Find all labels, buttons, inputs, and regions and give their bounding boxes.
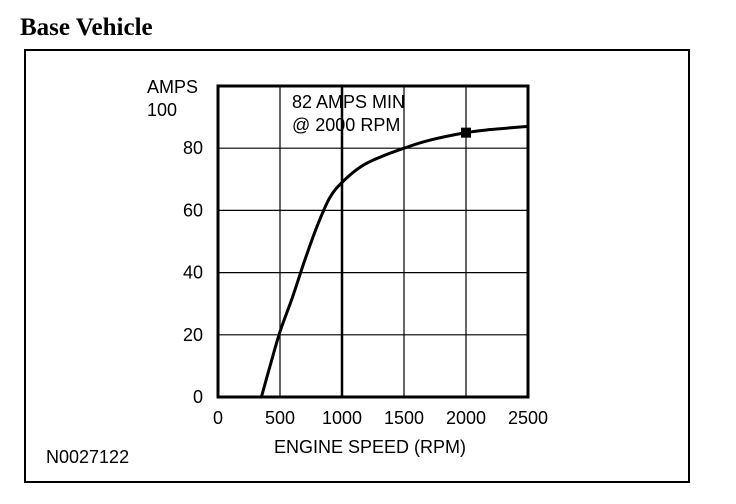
grid-lines	[218, 86, 528, 397]
annotation-line-1: 82 AMPS MIN	[292, 92, 405, 112]
rated-output-marker	[461, 127, 471, 138]
plot-border	[216, 84, 530, 399]
x-tick-label: 2000	[446, 408, 486, 428]
y-axis-label: AMPS	[147, 77, 198, 97]
x-tick-label: 0	[213, 408, 223, 428]
y-tick-labels: 0 20 40 60 80	[183, 138, 203, 407]
y-tick-label: 80	[183, 138, 203, 158]
annotation-line-2: @ 2000 RPM	[292, 115, 400, 135]
x-tick-label: 500	[265, 408, 295, 428]
figure-heading: Base Vehicle	[20, 14, 153, 41]
figure-code: N0027122	[46, 447, 129, 467]
x-tick-label: 2500	[508, 408, 548, 428]
x-tick-label: 1000	[322, 408, 362, 428]
x-axis-label: ENGINE SPEED (RPM)	[274, 437, 466, 457]
y-tick-label: 0	[193, 387, 203, 407]
figure-frame	[24, 49, 690, 483]
amps-curve	[259, 124, 529, 398]
y-tick-label: 20	[183, 325, 203, 345]
x-tick-labels: 0 500 1000 1500 2000 2500	[213, 408, 548, 428]
y-tick-label: 40	[183, 263, 203, 283]
x-tick-label: 1500	[384, 408, 424, 428]
y-axis-top-value: 100	[147, 100, 177, 120]
y-tick-label: 60	[183, 200, 203, 220]
